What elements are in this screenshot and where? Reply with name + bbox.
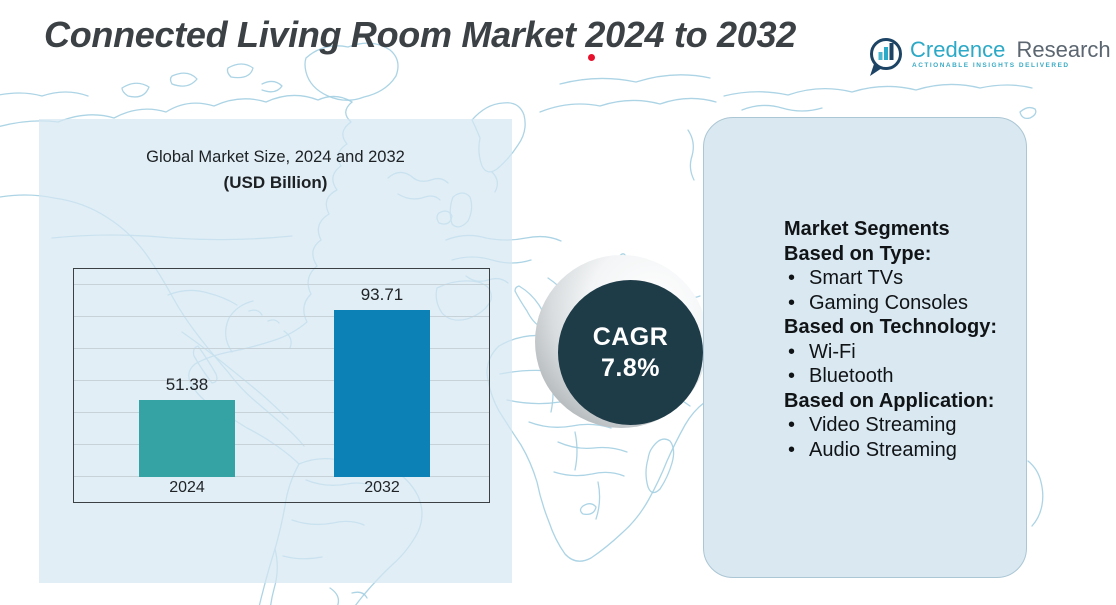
bullet-icon: • <box>788 291 796 314</box>
segment-item-label: Video Streaming <box>809 414 957 436</box>
cagr-value: 7.8% <box>601 353 660 382</box>
gridline <box>74 380 489 381</box>
brand-tagline: Actionable Insights Delivered <box>912 62 1070 69</box>
title-accent-dot <box>588 54 595 61</box>
segment-item: • Bluetooth <box>784 364 997 389</box>
gridline <box>74 284 489 285</box>
bar-2024 <box>139 400 235 477</box>
segment-item-label: Audio Streaming <box>809 438 957 461</box>
segment-item-label: Smart TVs <box>809 267 904 289</box>
gridline <box>74 348 489 349</box>
bullet-icon: • <box>788 340 796 363</box>
bar-chart-speech-bubble-icon <box>870 38 902 76</box>
segment-item: • Video Streaming <box>784 413 997 438</box>
gridline <box>74 412 489 413</box>
bullet-icon: • <box>788 365 796 387</box>
segment-item: • Gaming Consoles <box>784 291 997 316</box>
market-size-panel <box>39 119 512 583</box>
segment-group-label-technology: Based on Technology: <box>784 316 997 338</box>
brand-logo: Credence Research Actionable Insights De… <box>858 28 1111 76</box>
market-segments-panel: Market Segments Based on Type: • Smart T… <box>703 117 1027 578</box>
bullet-icon: • <box>788 414 796 436</box>
bar-chart: 51.38 93.71 2024 2032 <box>73 268 490 503</box>
category-label-2024: 2024 <box>169 479 205 496</box>
bar-column-2024: 51.38 <box>139 375 235 477</box>
segment-item: • Audio Streaming <box>784 438 997 463</box>
segment-item-label: Bluetooth <box>809 365 894 387</box>
bar-column-2032: 93.71 <box>334 285 430 477</box>
segment-item-label: Wi-Fi <box>809 340 856 363</box>
bar-value-label-2024: 51.38 <box>165 375 209 394</box>
category-label-2032: 2032 <box>364 479 400 496</box>
gridline <box>74 444 489 445</box>
segment-item: • Smart TVs <box>784 266 997 291</box>
chart-title-block: Global Market Size, 2024 and 2032 (USD B… <box>39 144 512 196</box>
brand-name-primary: Credence <box>910 37 1006 62</box>
chart-subtitle: (USD Billion) <box>223 173 328 192</box>
segments-content: Market Segments Based on Type: • Smart T… <box>784 217 997 462</box>
gridline <box>74 316 489 317</box>
page-title: Connected Living Room Market 2024 to 203… <box>44 14 796 55</box>
segment-item: • Wi-Fi <box>784 340 997 365</box>
brand-name: Credence Research <box>910 37 1111 63</box>
cagr-label: CAGR <box>592 322 669 351</box>
cagr-badge: CAGR 7.8% <box>558 280 703 425</box>
segment-group-label-type: Based on Type: <box>784 242 932 265</box>
chart-title: Global Market Size, 2024 and 2032 <box>146 148 405 166</box>
bar-value-label-2032: 93.71 <box>360 285 404 304</box>
gridline <box>74 476 489 477</box>
bullet-icon: • <box>788 267 796 289</box>
bullet-icon: • <box>788 438 796 461</box>
segment-item-label: Gaming Consoles <box>809 291 968 314</box>
bar-2032 <box>334 310 430 477</box>
brand-name-secondary: Research <box>1016 37 1111 62</box>
segment-group-label-application: Based on Application: <box>784 389 995 412</box>
segments-heading: Market Segments <box>784 218 950 240</box>
